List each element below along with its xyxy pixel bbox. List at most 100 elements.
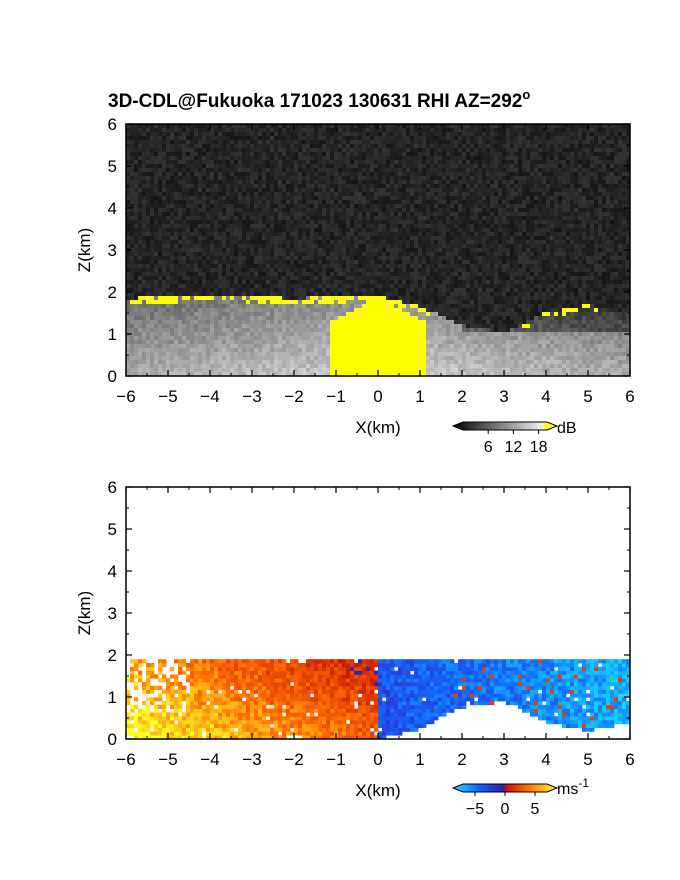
backscatter-cell — [214, 128, 219, 133]
backscatter-cell — [522, 204, 527, 209]
backscatter-cell — [310, 124, 315, 129]
backscatter-cell — [434, 160, 439, 165]
backscatter-cell — [558, 236, 563, 241]
backscatter-cell — [218, 212, 223, 217]
backscatter-cell — [358, 260, 363, 265]
backscatter-cell — [150, 128, 155, 133]
backscatter-cell — [478, 132, 483, 137]
backscatter-cell — [530, 216, 535, 221]
backscatter-cell — [446, 256, 451, 261]
backscatter-cell — [434, 236, 439, 241]
backscatter-cell — [522, 236, 527, 241]
backscatter-cell — [434, 188, 439, 193]
backscatter-cell — [510, 232, 515, 237]
backscatter-cell — [186, 248, 191, 253]
backscatter-cell — [298, 260, 303, 265]
backscatter-cell — [366, 124, 371, 129]
backscatter-cell — [566, 240, 571, 245]
backscatter-cell — [134, 260, 139, 265]
backscatter-cell — [398, 200, 403, 205]
backscatter-cell — [454, 236, 459, 241]
backscatter-cell — [218, 168, 223, 173]
backscatter-cell — [146, 196, 151, 201]
backscatter-cell — [486, 228, 491, 233]
backscatter-cell — [402, 220, 407, 225]
backscatter-cell — [458, 236, 463, 241]
backscatter-cell — [478, 244, 483, 249]
backscatter-cell — [442, 276, 447, 281]
backscatter-cell — [438, 176, 443, 181]
backscatter-cell — [214, 176, 219, 181]
backscatter-cell — [166, 148, 171, 153]
backscatter-cell — [602, 228, 607, 233]
backscatter-cell — [522, 200, 527, 205]
backscatter-cell — [142, 168, 147, 173]
backscatter-cell — [570, 152, 575, 157]
backscatter-cell — [278, 192, 283, 197]
backscatter-cell — [130, 276, 135, 281]
backscatter-cell — [190, 128, 195, 133]
backscatter-cell — [550, 216, 555, 221]
backscatter-cell — [610, 204, 615, 209]
backscatter-cell — [506, 200, 511, 205]
backscatter-cell — [262, 144, 267, 149]
backscatter-cell — [434, 176, 439, 181]
backscatter-cell — [310, 260, 315, 265]
backscatter-cell — [518, 236, 523, 241]
backscatter-cell — [422, 192, 427, 197]
backscatter-cell — [186, 216, 191, 221]
backscatter-cell — [618, 148, 623, 153]
backscatter-cell — [566, 216, 571, 221]
backscatter-cell — [538, 128, 543, 133]
backscatter-cell — [262, 152, 267, 157]
backscatter-cell — [490, 196, 495, 201]
backscatter-cell — [226, 220, 231, 225]
backscatter-cell — [234, 264, 239, 269]
backscatter-cell — [566, 176, 571, 181]
backscatter-cell — [346, 256, 351, 261]
backscatter-cell — [350, 204, 355, 209]
backscatter-cell — [502, 152, 507, 157]
backscatter-cell — [250, 264, 255, 269]
backscatter-cell — [566, 132, 571, 137]
backscatter-cell — [394, 252, 399, 257]
backscatter-cell — [418, 280, 423, 285]
backscatter-cell — [442, 192, 447, 197]
backscatter-cell — [286, 268, 291, 273]
backscatter-cell — [574, 256, 579, 261]
backscatter-cell — [422, 124, 427, 129]
backscatter-cell — [626, 208, 631, 213]
backscatter-cell — [598, 124, 603, 129]
backscatter-cell — [326, 236, 331, 241]
backscatter-cell — [518, 184, 523, 189]
backscatter-cell — [142, 144, 147, 149]
backscatter-cell — [370, 276, 375, 281]
backscatter-cell — [154, 172, 159, 177]
backscatter-cell — [238, 176, 243, 181]
backscatter-cell — [374, 128, 379, 133]
backscatter-cell — [566, 232, 571, 237]
backscatter-cell — [470, 232, 475, 237]
backscatter-cell — [546, 212, 551, 217]
backscatter-cell — [194, 140, 199, 145]
backscatter-cell — [458, 228, 463, 233]
backscatter-cell — [470, 176, 475, 181]
backscatter-cell — [158, 184, 163, 189]
backscatter-cell — [130, 192, 135, 197]
backscatter-cell — [538, 168, 543, 173]
backscatter-cell — [230, 212, 235, 217]
backscatter-cell — [610, 264, 615, 269]
backscatter-cell — [422, 236, 427, 241]
backscatter-cell — [270, 188, 275, 193]
backscatter-cell — [282, 248, 287, 253]
backscatter-cell — [158, 276, 163, 281]
backscatter-cell — [618, 252, 623, 257]
backscatter-cell — [274, 180, 279, 185]
backscatter-cell — [370, 172, 375, 177]
backscatter-cell — [406, 200, 411, 205]
backscatter-cell — [354, 172, 359, 177]
backscatter-cell — [254, 240, 259, 245]
backscatter-cell — [562, 208, 567, 213]
backscatter-cell — [334, 216, 339, 221]
backscatter-cell — [466, 208, 471, 213]
